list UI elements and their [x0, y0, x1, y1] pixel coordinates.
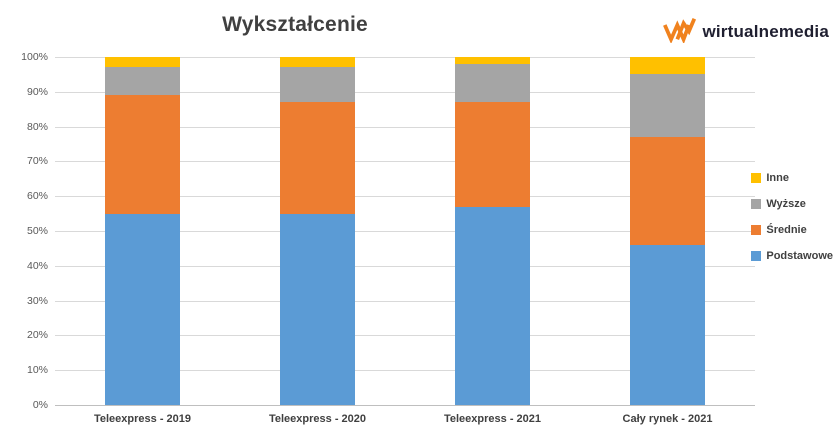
y-axis-tick-label: 50% — [26, 225, 48, 237]
y-axis-tick-label: 20% — [26, 329, 48, 342]
y-axis-tick-label: 90% — [26, 85, 48, 98]
bar-segment-średnie — [455, 102, 530, 207]
bar-segment-podstawowe — [630, 244, 705, 405]
bar-segment-podstawowe — [455, 206, 530, 405]
legend-swatch — [751, 251, 762, 261]
y-axis-tick-label: 40% — [26, 259, 48, 272]
y-axis-tick-label: 80% — [26, 120, 48, 133]
x-axis-category-label: Teleexpress - 2020 — [268, 413, 367, 425]
bar-segment-podstawowe — [105, 213, 180, 405]
y-axis-tick-label: 0% — [32, 399, 48, 411]
legend-item-podstawowe: Podstawowe — [751, 250, 833, 262]
y-axis-tick-label: 60% — [26, 190, 48, 203]
legend-swatch — [751, 225, 762, 235]
bar-segment-inne — [105, 57, 180, 68]
x-axis-category-label: Teleexpress - 2021 — [443, 413, 542, 425]
y-axis-tick-label: 10% — [26, 364, 48, 377]
bar-segment-wyższe — [455, 63, 530, 103]
gridline — [55, 370, 755, 372]
legend-item-inne: Inne — [751, 172, 833, 184]
legend-label: Podstawowe — [766, 250, 833, 262]
gridline — [55, 196, 755, 198]
x-axis-category-label: Teleexpress - 2019 — [93, 413, 192, 425]
y-axis-tick-label: 70% — [26, 155, 48, 168]
wirtualnemedia-logo-icon — [663, 16, 697, 48]
bar-segment-wyższe — [105, 67, 180, 96]
bar-segment-wyższe — [280, 67, 355, 103]
x-axis-line — [55, 405, 755, 406]
y-axis-tick-label: 30% — [26, 294, 48, 307]
wirtualnemedia-logo-text: wirtualnemedia — [702, 22, 829, 41]
legend-label: Wyższe — [766, 198, 806, 210]
bar-segment-inne — [455, 57, 530, 64]
gridline — [55, 231, 755, 232]
legend-item-wyższe: Wyższe — [751, 198, 833, 210]
y-axis-tick-label: 100% — [21, 51, 48, 63]
bar-segment-średnie — [280, 102, 355, 214]
bar-segment-inne — [630, 57, 705, 75]
gridline — [55, 91, 755, 93]
gridline — [55, 265, 755, 267]
chart-legend: Inne Wyższe Średnie Podstawowe — [751, 172, 833, 262]
bar-segment-inne — [280, 57, 355, 68]
gridline — [55, 335, 755, 337]
gridline — [55, 300, 755, 302]
gridline — [55, 57, 755, 58]
legend-item-średnie: Średnie — [751, 224, 833, 236]
bar-segment-średnie — [105, 95, 180, 214]
wirtualnemedia-logo: wirtualnemedia — [663, 16, 829, 48]
bar-segment-wyższe — [630, 74, 705, 138]
bar-segment-podstawowe — [280, 213, 355, 405]
gridline — [55, 126, 755, 128]
legend-swatch — [751, 199, 762, 209]
legend-label: Średnie — [766, 224, 807, 236]
chart-title: Wykształcenie — [222, 13, 368, 36]
legend-swatch — [751, 173, 762, 183]
plot-area: 0% 10% 20% 30% 40% 50% 60% 70% 80% 90% 100% Teleexp… — [21, 51, 755, 425]
x-axis-category-label: Cały rynek - 2021 — [622, 413, 713, 425]
legend-label: Inne — [766, 172, 789, 184]
bar-segment-średnie — [630, 137, 705, 245]
gridline — [55, 161, 755, 163]
